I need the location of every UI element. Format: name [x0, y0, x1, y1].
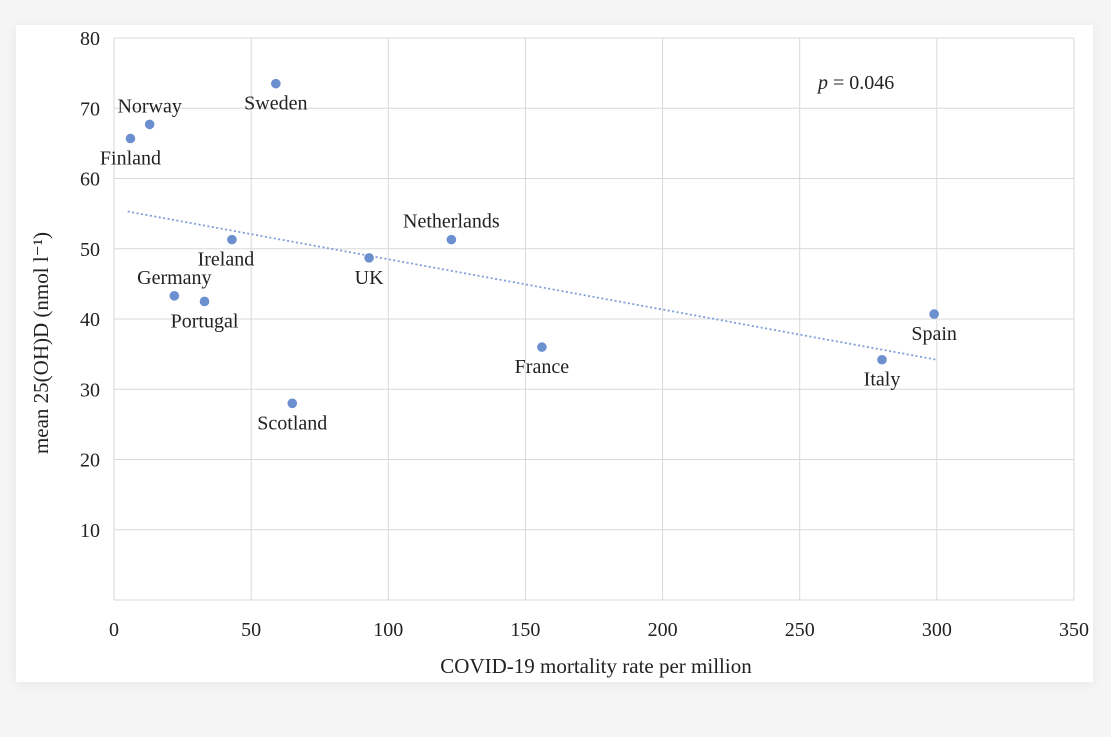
point-spain	[929, 309, 939, 319]
point-ireland	[227, 234, 237, 245]
label-germany: Germany	[137, 267, 211, 289]
y-tick-label: 50	[80, 239, 100, 261]
label-sweden: Sweden	[244, 93, 307, 115]
x-tick-label: 250	[785, 619, 815, 641]
y-tick-label: 20	[80, 450, 100, 472]
point-france	[537, 342, 547, 352]
point-portugal	[199, 296, 210, 307]
point-norway	[144, 119, 155, 130]
data-points	[125, 78, 939, 409]
chart-card: Finland Norway Sweden Ireland Germany Portuga…	[16, 25, 1093, 682]
y-tick-label: 80	[80, 28, 100, 50]
gridlines	[113, 37, 1075, 601]
point-netherlands	[446, 234, 457, 245]
label-ireland: Ireland	[198, 249, 255, 271]
label-finland: Finland	[100, 147, 161, 169]
x-tick-label: 350	[1059, 619, 1089, 641]
x-tick-label: 150	[510, 619, 540, 641]
trendline-group	[127, 210, 938, 361]
label-norway: Norway	[117, 95, 181, 117]
point-uk	[364, 253, 374, 263]
p-value-annotation: p = 0.046	[816, 72, 894, 94]
point-germany	[169, 291, 180, 301]
x-tick-label: 0	[109, 619, 119, 641]
y-tick-label: 60	[80, 169, 100, 191]
x-tick-label: 200	[648, 619, 678, 641]
point-sweden	[271, 78, 281, 89]
x-axis-title: COVID-19 mortality rate per million	[440, 654, 752, 678]
x-tick-label: 50	[241, 619, 261, 641]
label-france: France	[515, 356, 570, 378]
label-italy: Italy	[864, 369, 901, 391]
x-tick-label: 300	[922, 619, 952, 641]
x-tick-label: 100	[373, 619, 403, 641]
axis-ticks: 0 50 100 150 200 250 300 350 10 20 30 40 50 60 70 80	[80, 28, 1089, 641]
trendline	[127, 210, 938, 361]
label-portugal: Portugal	[171, 310, 239, 332]
point-italy	[877, 354, 887, 365]
point-finland	[125, 133, 136, 144]
label-uk: UK	[355, 267, 384, 289]
y-tick-label: 10	[80, 520, 100, 542]
y-axis-title: mean 25(OH)D (nmol l⁻¹)	[29, 232, 53, 454]
label-netherlands: Netherlands	[403, 211, 500, 233]
label-spain: Spain	[911, 323, 957, 345]
y-tick-label: 40	[80, 309, 100, 331]
y-tick-label: 30	[80, 379, 100, 401]
y-tick-label: 70	[80, 98, 100, 120]
point-scotland	[287, 398, 298, 409]
label-scotland: Scotland	[257, 412, 327, 434]
